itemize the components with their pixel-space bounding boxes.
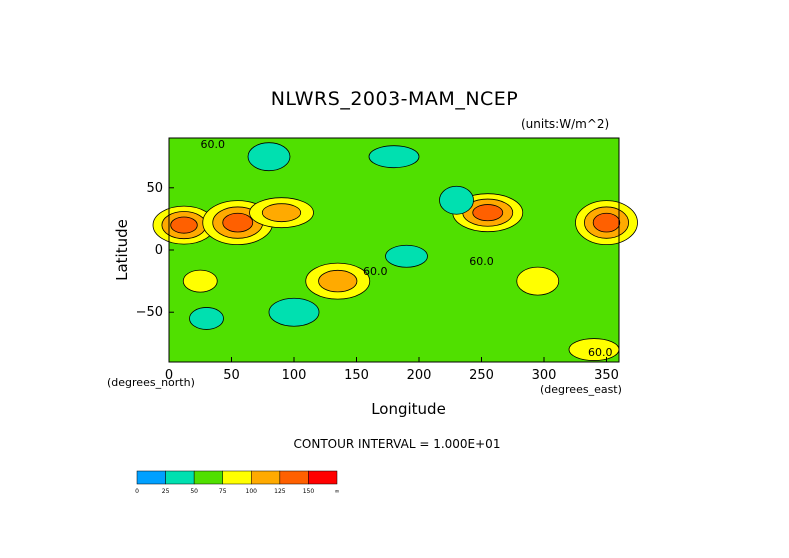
colorbar-label: 100 <box>246 488 258 495</box>
field-region <box>385 244 428 268</box>
contour-band <box>261 203 302 223</box>
contour-band <box>182 269 218 293</box>
contour-band <box>592 212 621 233</box>
x-unit-label: (degrees_east) <box>540 383 622 396</box>
colorbar-swatch <box>136 470 166 485</box>
colorbar-label: 0 <box>135 488 139 495</box>
contour-label: 60.0 <box>201 138 226 151</box>
x-tick-label: 0 <box>165 368 173 383</box>
axes: 0 50 100 150 200 250 300 350 −50 0 50 <box>136 181 619 383</box>
contour-band <box>472 204 504 222</box>
field-region <box>189 307 224 330</box>
contour-band <box>247 142 291 172</box>
field-region <box>247 142 291 172</box>
contour-interval-text: CONTOUR INTERVAL = 1.000E+01 <box>293 437 501 451</box>
contour-label: 60.0 <box>469 255 494 268</box>
y-tick-label: 50 <box>146 181 163 196</box>
field-region <box>575 200 638 246</box>
contour-label: 60.0 <box>588 346 613 359</box>
x-tick-label: 50 <box>223 368 240 383</box>
colorbar-label: ∞ <box>335 488 340 495</box>
x-tick-label: 100 <box>282 368 307 383</box>
y-axis-label: Latitude <box>113 219 131 281</box>
field-region <box>368 145 420 169</box>
field-region <box>182 269 218 293</box>
contour-label: 60.0 <box>363 265 388 278</box>
contour-band <box>516 266 560 296</box>
contour-band <box>318 269 358 293</box>
x-axis-label: Longitude <box>371 400 446 418</box>
colorbar-label: 125 <box>274 488 286 495</box>
x-tick-label: 350 <box>594 368 619 383</box>
colorbar: 0 25 50 75 100 125 150 ∞ <box>135 470 340 495</box>
field-region <box>249 197 314 229</box>
field-region <box>305 262 371 300</box>
colorbar-label: 50 <box>190 488 198 495</box>
contour-band <box>368 145 420 169</box>
x-tick-label: 150 <box>344 368 369 383</box>
colorbar-swatch <box>193 470 223 485</box>
colorbar-swatch <box>165 470 195 485</box>
units-label: (units:W/m^2) <box>521 117 610 131</box>
colorbar-swatch <box>279 470 309 485</box>
contour-band <box>222 212 254 233</box>
colorbar-label: 150 <box>303 488 315 495</box>
contour-band <box>268 297 320 327</box>
colorbar-swatch <box>222 470 252 485</box>
colorbar-label: 75 <box>219 488 227 495</box>
colorbar-label: 25 <box>162 488 170 495</box>
colorbar-swatch <box>251 470 281 485</box>
colorbar-swatch <box>308 470 338 485</box>
field-region <box>516 266 560 296</box>
field-region <box>268 297 320 327</box>
y-tick-label: 0 <box>155 243 163 258</box>
contour-band <box>170 216 198 234</box>
y-tick-label: −50 <box>136 305 163 320</box>
y-unit-label: (degrees_north) <box>107 376 195 389</box>
plot-area: 60.0 60.0 60.0 60.0 <box>152 137 638 363</box>
contour-band <box>189 307 224 330</box>
contour-band <box>385 244 428 268</box>
x-tick-label: 200 <box>407 368 432 383</box>
x-tick-label: 300 <box>532 368 557 383</box>
contour-band <box>439 185 474 215</box>
chart-title: NLWRS_2003-MAM_NCEP <box>270 88 519 110</box>
x-tick-label: 250 <box>469 368 494 383</box>
field-region <box>439 185 474 215</box>
